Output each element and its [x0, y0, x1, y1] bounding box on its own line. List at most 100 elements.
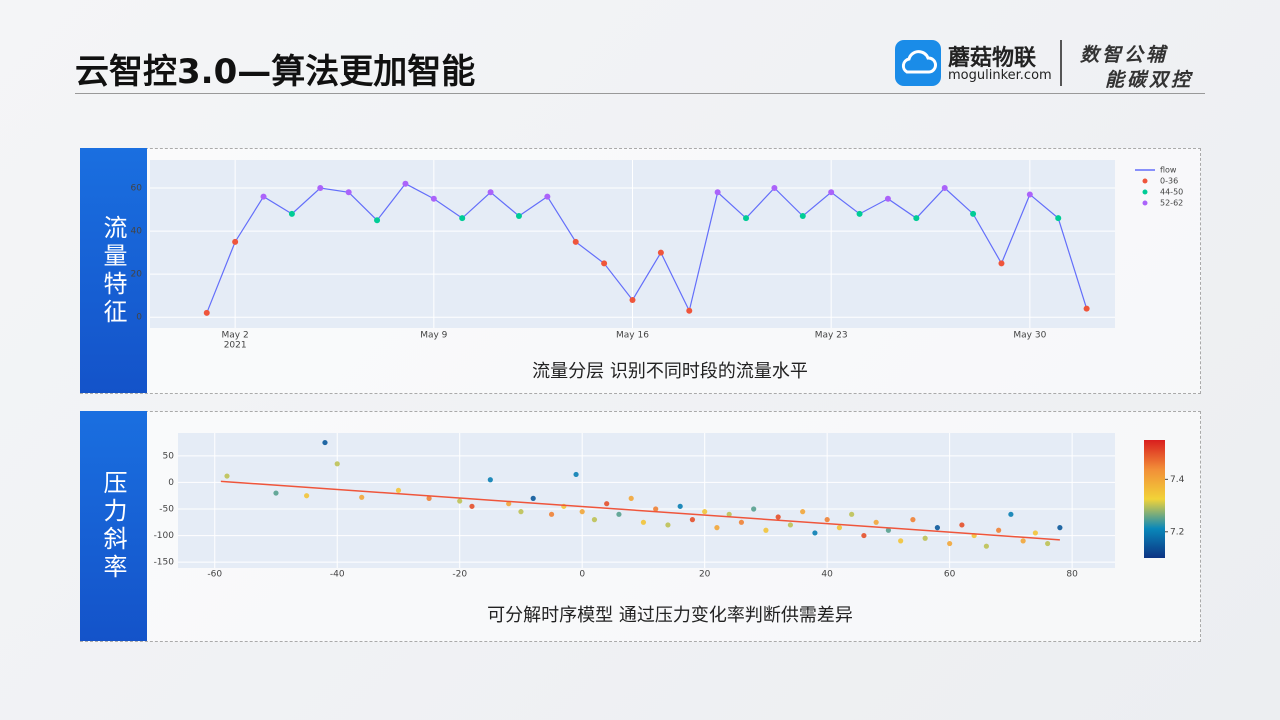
class-marker	[828, 189, 835, 196]
class-marker	[799, 213, 806, 219]
x-tick-label: 60	[944, 570, 956, 580]
class-marker	[714, 189, 721, 196]
brand-site: mogulinker.com	[948, 68, 1052, 83]
x-tick-label: May 16	[616, 331, 649, 341]
scatter-point	[959, 522, 965, 528]
class-marker	[345, 189, 352, 196]
class-marker	[203, 309, 210, 316]
colorbar	[1144, 440, 1165, 558]
class-marker	[374, 217, 381, 224]
y-tick-label: 0	[168, 478, 174, 488]
y-tick-label: 60	[131, 184, 143, 194]
class-marker	[232, 238, 239, 245]
scatter-point	[426, 495, 432, 501]
legend-swatch	[1142, 189, 1148, 195]
scatter-point	[873, 519, 879, 525]
scatter-point	[726, 511, 732, 517]
slogan-line: 数智公辅	[1080, 44, 1169, 66]
scatter-point	[1057, 525, 1063, 531]
x-year-label: 2021	[224, 341, 247, 351]
class-marker	[1083, 305, 1090, 312]
scatter-point	[548, 511, 555, 517]
scatter-point	[885, 527, 892, 533]
class-marker	[913, 215, 920, 222]
class-marker	[629, 297, 636, 303]
class-marker	[998, 260, 1005, 267]
header-rule	[75, 93, 1205, 94]
x-tick-label: May 2	[222, 331, 249, 341]
class-marker	[515, 213, 522, 219]
x-tick-label: 20	[699, 570, 711, 580]
scatter-point	[616, 511, 622, 517]
y-tick-label: -50	[159, 505, 174, 515]
scatter-point	[628, 495, 634, 501]
x-tick-label: -20	[452, 570, 467, 580]
y-tick-label: 40	[131, 227, 143, 237]
class-marker	[941, 185, 948, 191]
separator	[1060, 40, 1062, 86]
class-marker	[260, 193, 267, 200]
scatter-point	[689, 517, 696, 523]
scatter-point	[996, 527, 1002, 533]
class-marker	[743, 215, 750, 222]
panel-label: 流量特征	[80, 148, 147, 393]
x-tick-label: -40	[330, 570, 345, 580]
y-tick-label: 0	[136, 313, 142, 323]
panel-label: 压力斜率	[80, 411, 147, 641]
class-marker	[430, 195, 437, 202]
class-marker	[402, 180, 409, 187]
brand-name: 蘑菇物联	[948, 46, 1037, 71]
class-marker	[459, 215, 466, 222]
y-tick-label: 20	[131, 270, 143, 280]
x-tick-label: 80	[1066, 570, 1078, 580]
scatter-point	[922, 535, 928, 541]
scatter-point	[861, 532, 867, 539]
scatter-point	[751, 506, 757, 512]
class-marker	[856, 210, 863, 217]
scatter-point	[824, 517, 830, 523]
class-marker	[686, 307, 693, 314]
scatter-point	[506, 501, 512, 507]
y-tick-label: -150	[154, 558, 175, 568]
scatter-point	[1045, 540, 1051, 547]
class-marker	[544, 193, 551, 200]
legend-swatch	[1142, 178, 1148, 184]
class-marker	[771, 185, 778, 191]
scatter-point	[934, 525, 940, 531]
x-tick-label: May 23	[815, 331, 848, 341]
class-marker	[1055, 215, 1062, 222]
scatter-point	[224, 473, 230, 479]
class-marker	[317, 185, 324, 191]
scatter-point	[983, 543, 989, 549]
scatter-point	[304, 493, 310, 499]
scatter-point	[910, 517, 916, 523]
logo-icon	[895, 40, 941, 86]
panel-caption: 可分解时序模型 通过压力变化率判断供需差异	[487, 605, 853, 626]
scatter-point	[653, 506, 659, 512]
class-marker	[572, 238, 579, 245]
y-tick-label: 50	[163, 451, 175, 461]
scatter-point	[469, 503, 475, 509]
class-marker	[288, 210, 295, 217]
colorbar-tick-label: 7.4	[1170, 475, 1185, 485]
panel-caption: 流量分层 识别不同时段的流量水平	[532, 361, 808, 382]
scatter-point	[738, 519, 745, 525]
scatter-point	[1032, 530, 1038, 536]
legend-label: 44-50	[1160, 188, 1183, 197]
scatter-point	[947, 540, 953, 547]
scatter-point	[604, 501, 610, 507]
scatter-point	[487, 477, 493, 483]
class-marker	[657, 249, 664, 256]
scatter-point	[849, 511, 855, 517]
class-marker	[1026, 191, 1033, 198]
logo-cloud	[901, 50, 937, 74]
class-marker	[884, 195, 891, 202]
slide-title: 云智控3.0—算法更加智能	[75, 52, 476, 92]
colorbar-tick-label: 7.2	[1170, 527, 1184, 537]
scatter-point	[457, 498, 463, 504]
scatter-point	[677, 503, 683, 509]
trend-line	[220, 480, 1060, 541]
scatter-point	[787, 522, 794, 528]
